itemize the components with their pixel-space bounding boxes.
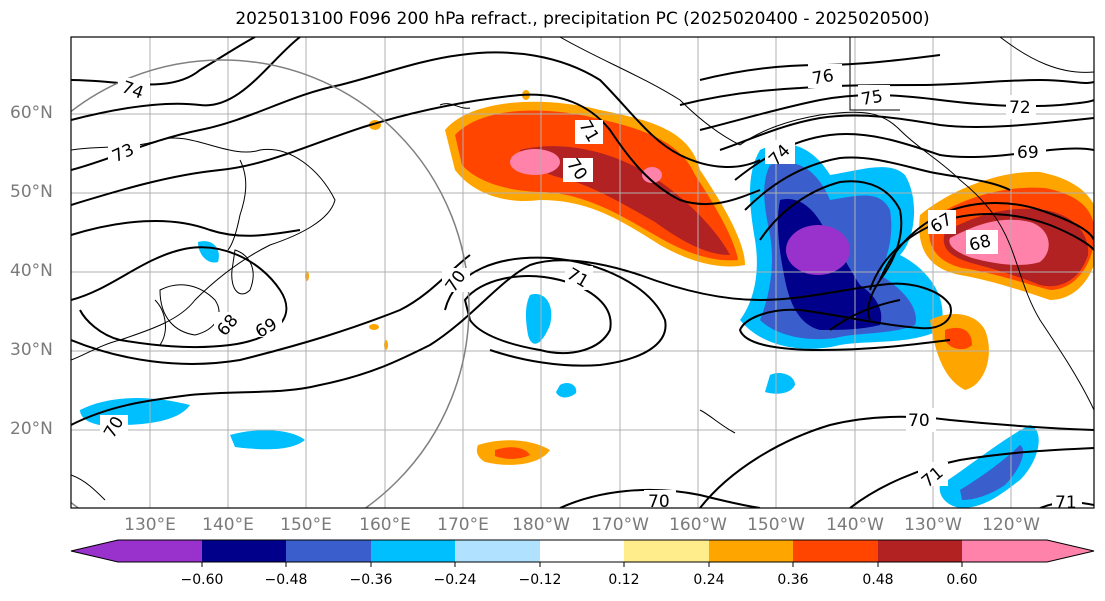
lon-label-170e: 170°E	[437, 515, 489, 535]
colorbar-bin	[455, 540, 540, 562]
colorbar-bin	[371, 540, 455, 562]
colorbar-tick-label: −0.36	[349, 572, 393, 588]
coastlines	[71, 37, 1094, 501]
lon-label-140e: 140°E	[202, 515, 254, 535]
lon-label-120w: 120°W	[982, 515, 1040, 535]
lat-label-60n: 60°N	[10, 103, 53, 123]
page-title: 2025013100 F096 200 hPa refract., precip…	[235, 9, 930, 29]
map-area: 74 73 71 70 69 68 70 71 70 76 75 72 74 6…	[71, 37, 1094, 513]
colorbar-outline	[70, 539, 1095, 563]
contour-label-layer: 74 73 71 70 69 68 70 71 70 76 75 72 74 6…	[100, 64, 1082, 513]
lon-label-130w: 130°W	[904, 515, 962, 535]
colorbar-tick-label: 0.48	[862, 572, 894, 588]
lon-label-160e: 160°E	[359, 515, 411, 535]
colorbar-bin	[118, 540, 202, 562]
lon-label-150e: 150°E	[280, 515, 332, 535]
colorbar-bin	[878, 540, 962, 562]
colorbar-extend-low	[71, 540, 118, 562]
range-ring	[71, 59, 470, 508]
contour-label-70-southeast: 70	[908, 411, 930, 431]
contour-label-75: 75	[860, 87, 885, 110]
lat-label-30n: 30°N	[10, 340, 53, 360]
lat-label-40n: 40°N	[10, 261, 53, 281]
refractivity-contours	[71, 37, 1094, 508]
colorbar-tick-label: −0.60	[180, 572, 224, 588]
lon-label-130e: 130°E	[124, 515, 176, 535]
lon-label-150w: 150°W	[747, 515, 805, 535]
map-frame	[70, 36, 1095, 509]
lon-label-170w: 170°W	[591, 515, 649, 535]
lat-label-50n: 50°N	[10, 182, 53, 202]
colorbar-bin	[962, 540, 1047, 562]
colorbar-bin	[202, 540, 286, 562]
contour-label-72: 72	[1009, 98, 1031, 118]
colorbar-bin	[624, 540, 709, 562]
contour-label-71-southeast: 71	[1055, 493, 1077, 513]
colorbar-tick-label: 0.60	[946, 572, 978, 588]
colorbar-bin	[709, 540, 793, 562]
lon-label-180w: 180°W	[512, 515, 570, 535]
lon-label-160w: 160°W	[669, 515, 727, 535]
colorbar-bin	[793, 540, 878, 562]
colorbar-bin	[540, 540, 624, 562]
lon-label-140w: 140°W	[826, 515, 884, 535]
contour-label-70-south: 70	[648, 492, 670, 512]
colorbar-tick-label: −0.48	[264, 572, 308, 588]
colorbar-tick-label: −0.24	[433, 572, 477, 588]
colorbar-tick-label: −0.12	[518, 572, 562, 588]
contour-label-76: 76	[811, 66, 836, 89]
lat-label-20n: 20°N	[10, 419, 53, 439]
colorbar-tick-label: 0.12	[608, 572, 640, 588]
shading-layer	[80, 90, 1094, 508]
colorbar	[70, 539, 1095, 567]
colorbar-bin	[286, 540, 371, 562]
colorbar-tick-label: 0.36	[777, 572, 809, 588]
contour-label-69-east: 69	[1017, 143, 1039, 163]
colorbar-extend-high	[1047, 540, 1094, 562]
colorbar-tick-label: 0.24	[693, 572, 725, 588]
